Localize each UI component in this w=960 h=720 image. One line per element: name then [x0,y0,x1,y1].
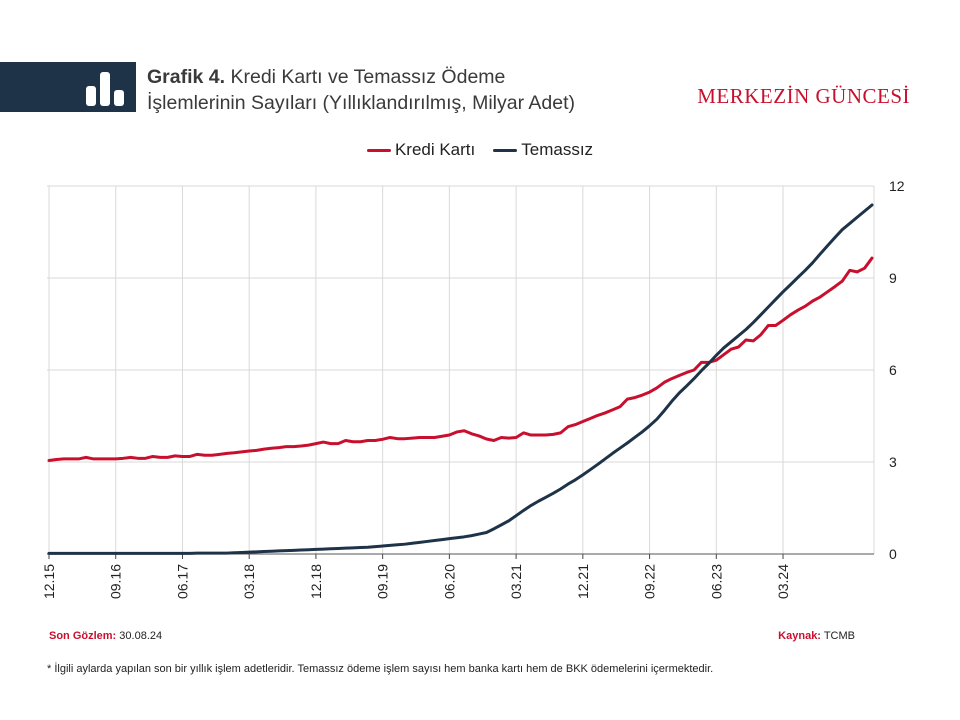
last-observation-value: 30.08.24 [119,630,163,642]
x-tick-label: 03.21 [508,564,524,599]
legend-label-kredi: Kredi Kartı [394,140,476,159]
x-tick-label: 09.19 [375,564,391,599]
x-tick-label: 03.18 [241,564,257,599]
x-tick-label: 06.20 [441,564,457,599]
header-band [0,62,136,112]
x-tick-label: 06.17 [174,564,190,599]
x-tick-label: 12.21 [575,564,591,599]
y-tick-label: 12 [889,178,905,194]
brand-logo: MERKEZİN GÜNCESİ [697,84,910,108]
y-tick-label: 9 [889,270,897,286]
bar-chart-icon [86,72,124,106]
legend-item-kredi: Kredi Kartı [366,140,476,160]
chart-title-line1: Kredi Kartı ve Temassız Ödeme [230,66,506,88]
legend-label-temassiz: Temassız [521,140,594,159]
chart-legend: Kredi Kartı Temassız [0,140,960,160]
source-value: TCMB [823,630,855,642]
x-tick-label: 09.16 [108,564,124,599]
x-tick-label: 12.15 [41,564,57,599]
chart-title: Grafik 4. Kredi Kartı ve Temassız Ödeme … [147,64,575,116]
y-tick-label: 3 [889,454,897,470]
footnote: * İlgili aylarda yapılan son bir yıllık … [47,663,714,675]
last-observation: Son Gözlem: 30.08.24 [49,630,162,642]
x-tick-label: 03.24 [775,564,791,599]
series-line-kredi [47,256,874,462]
x-tick-label: 09.22 [642,564,658,599]
source: Kaynak: TCMB [778,630,855,642]
legend-item-temassiz: Temassız [493,140,593,160]
legend-swatch-temassiz [493,148,518,152]
legend-swatch-kredi [366,148,391,152]
x-tick-label: 12.18 [308,564,324,599]
last-observation-label: Son Gözlem: [49,630,117,642]
y-tick-label: 6 [889,362,897,378]
x-tick-label: 06.23 [708,564,724,599]
chart-title-line2: İşlemlerinin Sayıları (Yıllıklandırılmış… [147,92,576,114]
chart-title-number: Grafik 4. [147,66,226,88]
y-tick-label: 0 [889,546,897,562]
series-line-temassiz [47,203,874,555]
source-label: Kaynak: [778,630,821,642]
